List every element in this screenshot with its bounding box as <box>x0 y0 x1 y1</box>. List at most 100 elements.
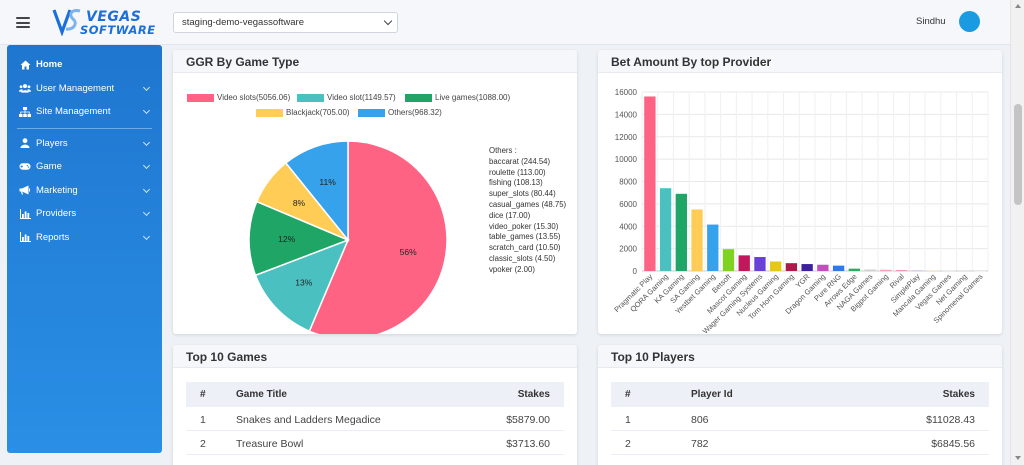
bar[interactable] <box>974 270 986 272</box>
legend-swatch <box>405 93 432 102</box>
legend-item[interactable]: Blackjack(705.00) <box>256 108 350 117</box>
bar[interactable] <box>722 249 735 271</box>
pie-slice[interactable] <box>284 140 349 243</box>
sidebar: Home User Management Site Management Pla… <box>7 45 162 453</box>
bar[interactable] <box>691 209 703 271</box>
chevron-down-icon <box>383 16 393 26</box>
bar[interactable] <box>738 255 750 271</box>
scroll-down-arrow-icon[interactable] <box>1015 456 1021 460</box>
row-rank: 2 <box>200 438 206 450</box>
table-row[interactable]: 1 Snakes and Ladders Megadice $5879.00 <box>186 407 564 431</box>
column-header-stakes: Stakes <box>942 389 975 400</box>
menu-toggle-icon[interactable] <box>16 17 30 28</box>
bar[interactable] <box>770 261 782 271</box>
others-item: vpoker (2.00) <box>489 264 535 274</box>
sidebar-item-label: Home <box>36 59 63 71</box>
bar-chart-icon <box>19 208 31 219</box>
bar[interactable] <box>754 257 766 271</box>
ggr-by-game-type-card: GGR By Game Type Video slots(5056.06) Vi… <box>173 50 577 334</box>
bar[interactable] <box>911 270 923 271</box>
site-selector-dropdown[interactable]: staging-demo-vegassoftware <box>173 12 398 33</box>
legend-item[interactable]: Live games(1088.00) <box>405 93 510 102</box>
legend-item[interactable]: Video slot(1149.57) <box>297 93 396 102</box>
bar[interactable] <box>707 224 719 271</box>
legend-item[interactable]: Others(968.32) <box>358 108 442 117</box>
bar[interactable] <box>644 96 656 271</box>
others-item: dice (17.00) <box>489 210 531 220</box>
sidebar-item-label: User Management <box>36 82 115 94</box>
legend-swatch <box>297 93 324 102</box>
logo-text-software: SOFTWARE <box>80 23 156 37</box>
top-10-players-card: Top 10 Players # Player Id Stakes 1 806 … <box>598 345 1002 465</box>
row-stakes: $3713.60 <box>506 438 550 450</box>
bar[interactable] <box>832 265 845 271</box>
table-header: # Game Title Stakes <box>186 382 564 407</box>
bar[interactable] <box>785 263 798 271</box>
scroll-up-arrow-icon[interactable] <box>1015 4 1021 8</box>
sidebar-item-marketing[interactable]: Marketing <box>7 179 162 203</box>
bar[interactable] <box>817 264 829 271</box>
sidebar-item-user-management[interactable]: User Management <box>7 77 162 101</box>
bar[interactable] <box>659 188 672 271</box>
pie-legend: Video slots(5056.06) Video slot(1149.57)… <box>173 50 577 334</box>
chevron-down-icon <box>142 208 151 217</box>
username-label[interactable]: Sindhu <box>916 16 946 27</box>
avatar[interactable] <box>959 11 980 32</box>
bar[interactable] <box>864 269 876 271</box>
y-tick-label: 12000 <box>615 133 638 142</box>
pie-slice-percent-label: 11% <box>319 177 336 187</box>
sidebar-item-providers[interactable]: Providers <box>7 202 162 226</box>
legend-swatch <box>187 93 214 102</box>
top-bar: VEGAS SOFTWARE staging-demo-vegassoftwar… <box>0 0 1010 45</box>
sidebar-divider <box>17 127 152 129</box>
bar[interactable] <box>943 270 955 272</box>
others-item: fishing (108.13) <box>489 178 543 188</box>
legend-label: Video slot(1149.57) <box>327 93 396 102</box>
others-item: table_games (13.55) <box>489 232 561 242</box>
gamepad-icon <box>19 161 31 172</box>
top-10-games-card: Top 10 Games # Game Title Stakes 1 Snake… <box>173 345 577 465</box>
bar[interactable] <box>848 268 860 271</box>
pie-slice[interactable] <box>308 140 448 334</box>
bar[interactable] <box>927 270 939 272</box>
bet-amount-by-provider-card: Bet Amount By top Provider 0 2000 4000 6000… <box>598 50 1002 334</box>
legend-label: Others(968.32) <box>388 108 442 117</box>
users-icon <box>19 83 31 94</box>
legend-swatch <box>358 108 385 117</box>
bet-amount-bar-chart: 0200040006000800010000120001400016000Pra… <box>612 88 989 334</box>
bar[interactable] <box>958 270 971 272</box>
y-tick-label: 14000 <box>615 110 638 119</box>
table-row[interactable]: 2 Treasure Bowl $3713.60 <box>186 431 564 455</box>
sidebar-item-reports[interactable]: Reports <box>7 226 162 250</box>
pie-slice[interactable] <box>248 200 351 277</box>
legend-label: Live games(1088.00) <box>435 93 511 102</box>
legend-item[interactable]: Video slots(5056.06) <box>187 93 290 102</box>
chevron-down-icon <box>142 161 151 170</box>
row-rank: 2 <box>625 438 631 450</box>
page-scrollbar[interactable] <box>1010 0 1024 465</box>
table-row[interactable]: 1 806 $11028.43 <box>611 407 989 431</box>
pie-slice-percent-label: 13% <box>295 278 312 288</box>
logo-text-vegas: VEGAS <box>86 9 142 25</box>
bar[interactable] <box>895 270 908 271</box>
chevron-down-icon <box>142 83 151 91</box>
row-rank: 1 <box>200 414 206 426</box>
scrollbar-thumb[interactable] <box>1014 104 1022 205</box>
sidebar-item-game[interactable]: Game <box>7 155 162 179</box>
y-tick-label: 6000 <box>619 200 637 209</box>
row-game-title: Treasure Bowl <box>236 438 304 450</box>
bar[interactable] <box>801 264 813 271</box>
sidebar-item-players[interactable]: Players <box>7 132 162 156</box>
sidebar-item-label: Players <box>36 137 68 149</box>
row-player-id: 782 <box>691 438 709 450</box>
row-game-title: Snakes and Ladders Megadice <box>236 414 381 426</box>
vegas-software-logo[interactable]: VEGAS SOFTWARE <box>52 6 156 40</box>
pie-slice[interactable] <box>254 238 350 333</box>
bar[interactable] <box>675 193 687 271</box>
sidebar-item-home[interactable]: Home <box>7 53 162 77</box>
y-tick-label: 4000 <box>619 222 637 231</box>
sidebar-item-site-management[interactable]: Site Management <box>7 100 162 124</box>
legend-label: Blackjack(705.00) <box>286 108 350 117</box>
bar[interactable] <box>880 269 892 271</box>
table-row[interactable]: 2 782 $6845.56 <box>611 431 989 455</box>
